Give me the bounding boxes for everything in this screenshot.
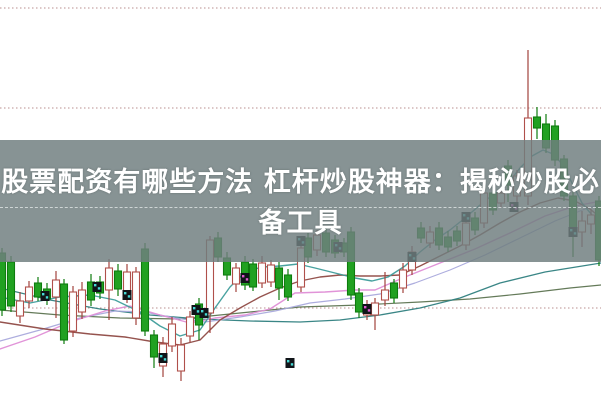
candle-body	[51, 279, 61, 298]
signal-box	[285, 358, 295, 368]
signal-box	[158, 353, 168, 363]
grid-lines	[0, 7, 601, 309]
candle-body	[176, 344, 186, 372]
signal-dot	[201, 310, 204, 313]
signal-dot	[367, 309, 371, 312]
candle-body	[283, 274, 293, 298]
candle-body	[380, 289, 390, 301]
candle-body	[104, 267, 114, 291]
candle-body	[185, 316, 195, 337]
signal-box	[199, 308, 209, 318]
candle-body	[398, 269, 408, 289]
gridline-over-banner	[0, 207, 601, 208]
candle-body	[149, 334, 159, 358]
signal-dot	[163, 358, 167, 361]
signal-box	[191, 305, 201, 315]
candle-body	[15, 300, 25, 317]
candle-body	[266, 264, 276, 283]
signal-box	[362, 304, 372, 314]
candle-body	[131, 271, 141, 319]
candle-body	[122, 271, 132, 292]
signal-box	[240, 273, 250, 283]
candle-body	[24, 286, 34, 302]
candle-body	[354, 292, 364, 313]
candle-body	[248, 263, 258, 288]
headline-line2: 备工具	[258, 208, 343, 239]
signal-dot	[94, 284, 97, 287]
signal-dot	[97, 287, 101, 290]
candle-body	[59, 283, 69, 341]
signal-dot	[193, 307, 196, 310]
signal-box	[122, 290, 132, 300]
candle-body	[532, 116, 542, 129]
signal-dot	[127, 295, 131, 298]
signal-dot	[245, 278, 249, 281]
candle-body	[257, 262, 267, 284]
headline-line1: 股票配资有哪些方法 杠杆炒股神器：揭秘炒股必	[1, 167, 600, 198]
signal-dot	[42, 293, 45, 296]
signal-dot	[45, 296, 49, 299]
candle-body	[231, 267, 241, 285]
candle-body	[33, 282, 43, 298]
ma-olive	[0, 284, 601, 320]
signal-box	[92, 282, 102, 292]
candle-body	[389, 282, 399, 299]
candle-body	[6, 261, 16, 307]
candle-body	[77, 289, 87, 313]
candle-body	[113, 270, 123, 290]
signal-dot	[204, 313, 208, 316]
candle-body	[274, 267, 284, 289]
candle-body	[370, 302, 380, 316]
signal-dot	[290, 363, 294, 366]
signal-dot	[364, 306, 367, 309]
signal-dot	[160, 355, 163, 358]
signal-dot	[196, 310, 200, 313]
signal-dot	[242, 275, 245, 278]
candle-body	[167, 323, 177, 347]
signal-box	[40, 291, 50, 301]
signal-dot	[287, 360, 290, 363]
candle-body	[68, 291, 78, 332]
headline-banner: 股票配资有哪些方法 杠杆炒股神器：揭秘炒股必 备工具	[0, 140, 601, 262]
signal-dot	[124, 292, 127, 295]
